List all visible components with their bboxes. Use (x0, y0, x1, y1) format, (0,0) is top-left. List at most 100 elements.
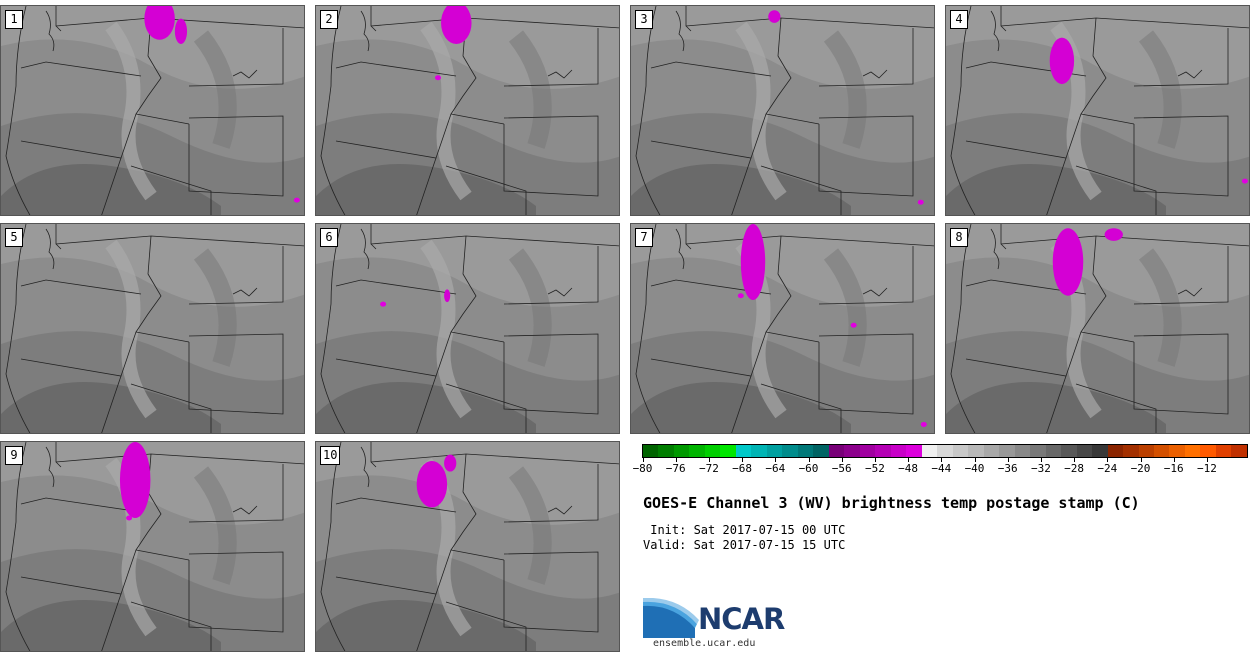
wv-map-2 (316, 6, 619, 215)
colorbar-segment (1014, 445, 1031, 457)
colorbar-tick-label: −16 (1163, 462, 1184, 475)
colorbar-segment (813, 445, 829, 457)
colorbar-segment (1200, 445, 1216, 457)
colorbar-tick-mark (841, 458, 843, 462)
colorbar-tick-mark (1107, 458, 1109, 462)
colorbar-tick-mark (775, 458, 777, 462)
colorbar-tick-label: −44 (931, 462, 952, 475)
logo-text: NCAR (698, 602, 785, 636)
colorbar-segment (890, 445, 907, 457)
colorbar-tick-label: −24 (1097, 462, 1118, 475)
colorbar-segment (1153, 445, 1170, 457)
wv-map-9 (1, 442, 304, 651)
colorbar-tick-mark (742, 458, 744, 462)
colorbar-tick-mark (1074, 458, 1076, 462)
colorbar-tick-mark (642, 458, 644, 462)
colorbar-segment (859, 445, 876, 457)
wv-map-5 (1, 224, 304, 433)
colorbar-segment (735, 445, 752, 457)
colorbar-segment (1076, 445, 1093, 457)
figure-title: GOES-E Channel 3 (WV) brightness temp po… (643, 494, 1140, 512)
colorbar-tick-label: −64 (765, 462, 786, 475)
stamp-panel-9: 9 (0, 441, 305, 652)
colorbar-segment (1138, 445, 1154, 457)
ncar-logo-icon (643, 598, 699, 638)
colorbar-segment (952, 445, 969, 457)
stamp-panel-4: 4 (945, 5, 1250, 216)
stamp-panel-5: 5 (0, 223, 305, 434)
stamp-number-3: 3 (635, 10, 653, 29)
colorbar-segment (643, 445, 659, 457)
stamp-number-5: 5 (5, 228, 23, 247)
stamp-panel-7: 7 (630, 223, 935, 434)
colorbar-tick-mark (1173, 458, 1175, 462)
colorbar-segment (1030, 445, 1046, 457)
colorbar-tick-label: −68 (732, 462, 753, 475)
init-time: Init: Sat 2017-07-15 00 UTC (643, 523, 846, 537)
colorbar-segment (704, 445, 721, 457)
colorbar-segment (983, 445, 1000, 457)
valid-time: Valid: Sat 2017-07-15 15 UTC (643, 538, 846, 552)
stamp-number-6: 6 (320, 228, 338, 247)
colorbar-segment (782, 445, 798, 457)
colorbar-tick-label: −60 (798, 462, 819, 475)
stamp-number-7: 7 (635, 228, 653, 247)
colorbar-segment (673, 445, 690, 457)
colorbar-tick-mark (941, 458, 943, 462)
stamp-number-8: 8 (950, 228, 968, 247)
colorbar-tick-label: −28 (1064, 462, 1085, 475)
stamp-number-2: 2 (320, 10, 338, 29)
stamp-panel-6: 6 (315, 223, 620, 434)
colorbar-tick-label: −20 (1130, 462, 1151, 475)
stamp-panel-8: 8 (945, 223, 1250, 434)
colorbar-tick-label: −76 (665, 462, 686, 475)
colorbar-tick-label: −36 (997, 462, 1018, 475)
colorbar-tick-mark (708, 458, 710, 462)
stamp-panel-1: 1 (0, 5, 305, 216)
colorbar-tick-mark (974, 458, 976, 462)
colorbar-tick-label: −80 (632, 462, 653, 475)
colorbar-tick-mark (808, 458, 810, 462)
colorbar-segment (689, 445, 705, 457)
colorbar-segment (1107, 445, 1124, 457)
site-url: ensemble.ucar.edu (653, 638, 756, 649)
colorbar-segment (906, 445, 922, 457)
colorbar-segment (1215, 445, 1232, 457)
colorbar-segment (1184, 445, 1201, 457)
colorbar-tick-mark (1040, 458, 1042, 462)
stamp-number-4: 4 (950, 10, 968, 29)
wv-map-3 (631, 6, 934, 215)
colorbar-segment (875, 445, 891, 457)
colorbar-tick-mark (1206, 458, 1208, 462)
wv-map-8 (946, 224, 1249, 433)
colorbar-tick-label: −72 (698, 462, 719, 475)
colorbar-segment (937, 445, 953, 457)
colorbar-segment (1123, 445, 1139, 457)
stamp-number-1: 1 (5, 10, 23, 29)
stamp-panel-3: 3 (630, 5, 935, 216)
colorbar-tick-label: −56 (831, 462, 852, 475)
colorbar-tick-label: −40 (964, 462, 985, 475)
colorbar-tick-mark (874, 458, 876, 462)
colorbar-tick-mark (908, 458, 910, 462)
colorbar-ticks: −80 −76 −72 −68 −64 −60 −56 −52 −48 −44 −40 −36 −32−… (633, 458, 1248, 480)
wv-map-7 (631, 224, 934, 433)
colorbar-segment (968, 445, 984, 457)
colorbar-tick-label: −32 (1030, 462, 1051, 475)
colorbar-segment (797, 445, 814, 457)
colorbar-segment (844, 445, 860, 457)
colorbar-segment (999, 445, 1015, 457)
colorbar-segment (921, 445, 938, 457)
colorbar-tick-label: −48 (898, 462, 919, 475)
colorbar-segment (720, 445, 736, 457)
wv-map-1 (1, 6, 304, 215)
colorbar-tick-mark (1140, 458, 1142, 462)
colorbar-tick-mark (1007, 458, 1009, 462)
stamp-number-10: 10 (320, 446, 341, 465)
stamp-number-9: 9 (5, 446, 23, 465)
wv-map-6 (316, 224, 619, 433)
stamp-panel-2: 2 (315, 5, 620, 216)
colorbar-segment (1231, 445, 1247, 457)
colorbar-segment (1092, 445, 1108, 457)
colorbar-tick-mark (675, 458, 677, 462)
